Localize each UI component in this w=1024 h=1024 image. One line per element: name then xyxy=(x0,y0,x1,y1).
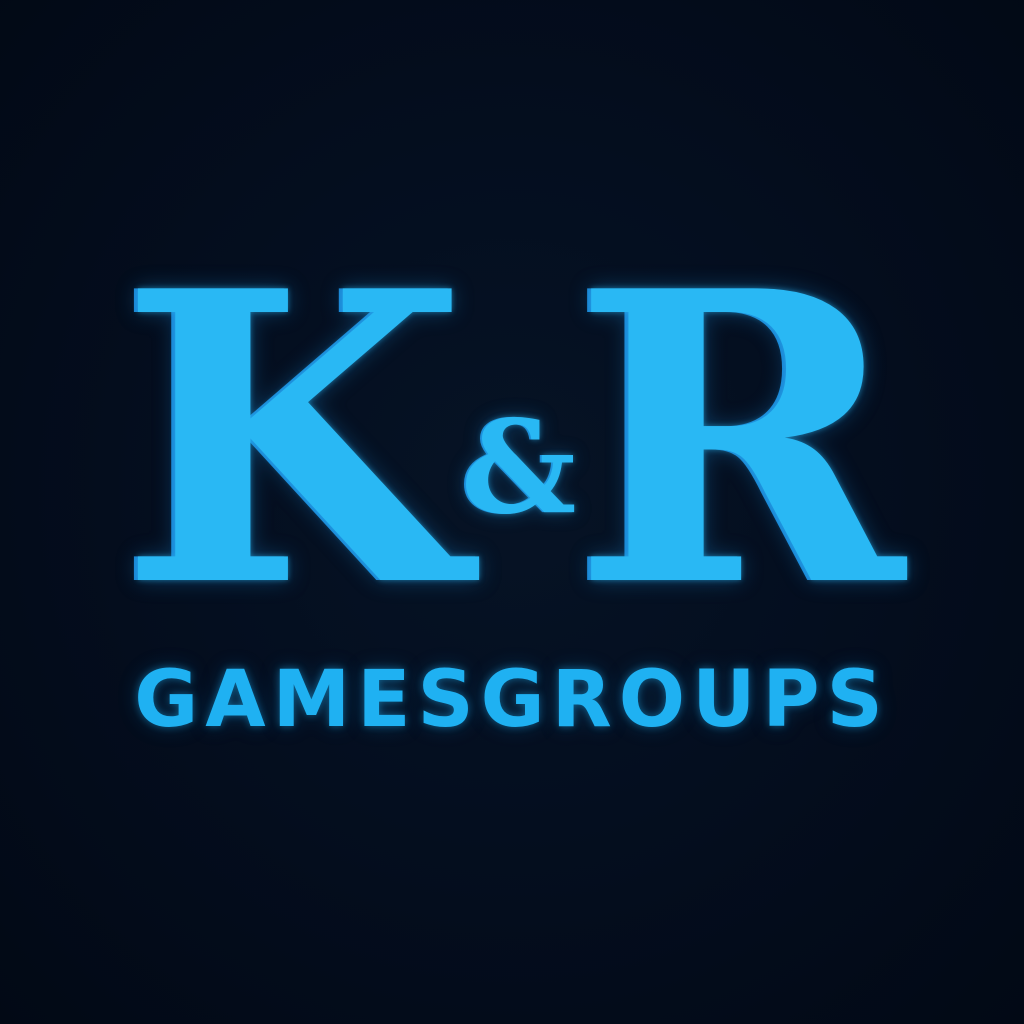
logo-monogram: K & R xyxy=(0,205,1024,675)
monogram-ampersand: & xyxy=(460,393,577,543)
monogram-letter-k: K xyxy=(119,205,467,675)
monogram-letter-r: R xyxy=(572,205,905,675)
logo-wordmark: GAMESGROUPS xyxy=(134,655,890,745)
